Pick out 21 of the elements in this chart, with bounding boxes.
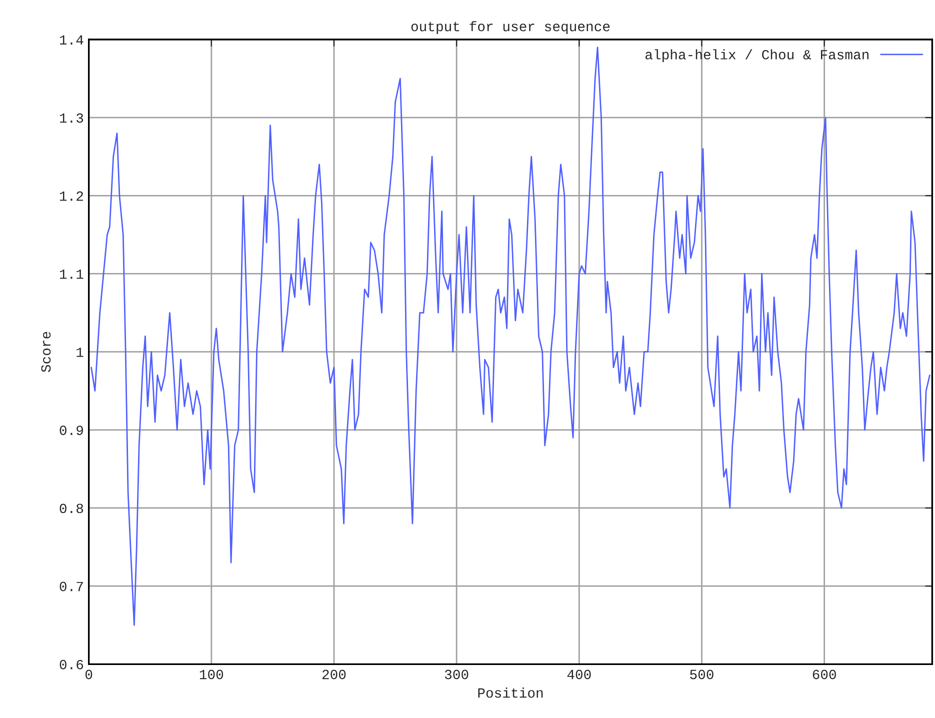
x-tick-label: 400	[567, 670, 591, 680]
x-axis-title: Position	[478, 688, 543, 698]
y-tick-label: 1.4	[60, 35, 84, 45]
chart-title: output for user sequence	[411, 21, 610, 34]
line-series	[90, 46, 930, 626]
y-axis-title: Score	[41, 332, 51, 372]
y-tick-label: 1	[76, 348, 84, 357]
y-tick-label: 1.1	[60, 270, 84, 279]
y-tick-label: 1.2	[60, 191, 83, 201]
x-tick-label: 100	[200, 670, 224, 680]
x-tick-label: 200	[322, 670, 346, 680]
legend-label: alpha-helix / Chou & Fasman	[646, 49, 868, 62]
y-tick-label: 1.3	[60, 113, 84, 123]
x-tick-label: 600	[812, 670, 836, 680]
x-tick-label: 300	[444, 670, 468, 680]
y-tick-label: 0.8	[60, 504, 84, 514]
y-tick-label: 0.7	[60, 582, 83, 592]
x-tick-label: 500	[690, 670, 714, 680]
y-tick-label: 0.9	[60, 426, 83, 436]
x-tick-label: 0	[86, 670, 92, 680]
y-tick-label: 0.6	[60, 660, 84, 670]
